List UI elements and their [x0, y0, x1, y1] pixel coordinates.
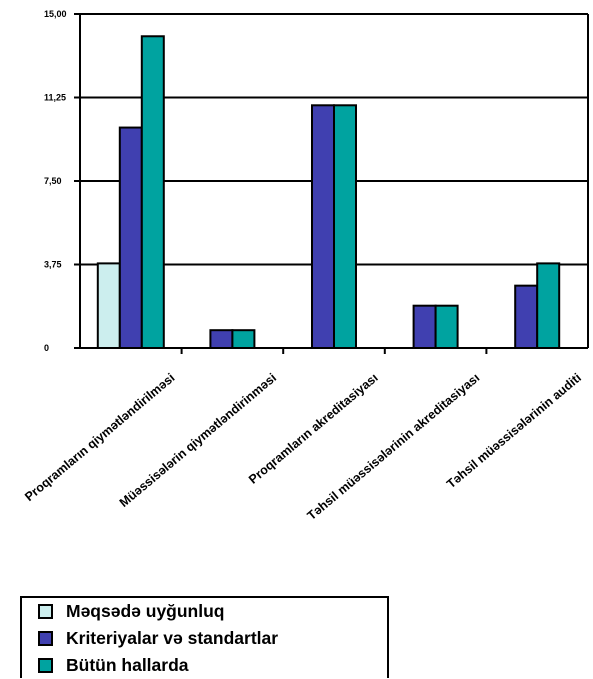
y-tick-label: 7,50 [44, 176, 62, 186]
x-tick-label: Müəssisələrin qiymətləndirinməsi [117, 371, 279, 510]
bar [536, 262, 561, 349]
bar [209, 329, 234, 350]
y-tick-label: 3,75 [44, 260, 62, 270]
legend-label: Məqsədə uyğunluq [66, 601, 225, 621]
x-tick-labels: Proqramların qiymətləndirilməsiMüəssisəl… [22, 371, 584, 523]
bar [311, 104, 335, 349]
bar [514, 284, 539, 349]
bar [140, 35, 165, 350]
legend-label: Kriteriyalar və standartlar [66, 628, 279, 648]
bar [118, 126, 143, 349]
legend-swatch [38, 631, 53, 646]
legend-swatch [38, 658, 53, 673]
legend: Məqsədə uyğunluq Kriteriyalar və standar… [20, 596, 389, 678]
y-tick-label: 0 [44, 343, 49, 353]
legend-item: Məqsədə uyğunluq [22, 598, 387, 625]
bar [434, 304, 459, 349]
bar [231, 329, 256, 350]
x-tick-label: Təhsil müəssisələrinin akreditasiyası [305, 371, 483, 523]
legend-item: Bütün hallarda [22, 652, 387, 679]
legend-item: Kriteriyalar və standartlar [22, 625, 387, 652]
bar [412, 304, 437, 349]
bar-chart: 0 3,75 7,50 11,25 15,00 Proqramların qiymətl… [22, 9, 589, 523]
axes [74, 13, 589, 354]
y-tick-labels: 0 3,75 7,50 11,25 15,00 [44, 9, 67, 353]
bar [96, 262, 121, 349]
y-tick-label: 15,00 [44, 9, 67, 19]
bars [96, 35, 561, 350]
legend-label: Bütün hallarda [66, 655, 189, 675]
y-tick-label: 11,25 [44, 93, 66, 103]
legend-swatch [38, 604, 53, 619]
bar [333, 104, 357, 349]
